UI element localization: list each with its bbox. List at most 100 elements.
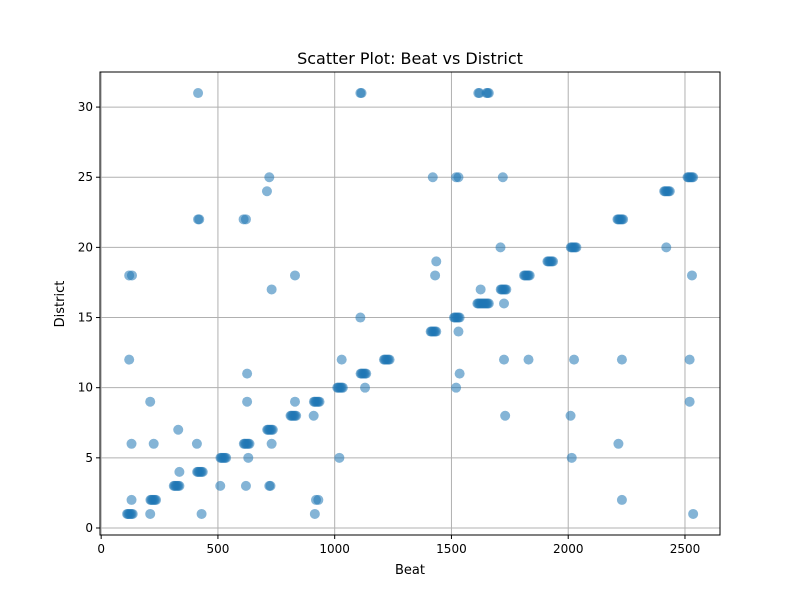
scatter-point: [173, 424, 184, 435]
scatter-point: [616, 494, 627, 505]
scatter-point: [267, 424, 278, 435]
scatter-point: [124, 354, 135, 365]
x-tick-label: 1000: [319, 542, 350, 556]
x-tick-label: 2500: [670, 542, 701, 556]
scatter-point: [337, 382, 348, 393]
scatter-point: [616, 354, 627, 365]
scatter-point: [684, 396, 695, 407]
scatter-point: [498, 298, 509, 309]
scatter-point: [430, 270, 441, 281]
scatter-point: [148, 438, 159, 449]
scatter-point: [523, 354, 534, 365]
y-tick-label: 0: [85, 521, 93, 535]
x-tick-label: 2000: [553, 542, 584, 556]
scatter-point: [569, 354, 580, 365]
chart-title: Scatter Plot: Beat vs District: [297, 49, 523, 68]
scatter-point: [571, 242, 582, 253]
scatter-point: [688, 508, 699, 519]
scatter-point: [427, 172, 438, 183]
scatter-point: [384, 354, 395, 365]
scatter-point: [309, 508, 320, 519]
plot-frame: [99, 71, 721, 536]
scatter-point: [453, 326, 464, 337]
scatter-point: [498, 354, 509, 365]
scatter-point: [483, 298, 494, 309]
scatter-point: [474, 88, 485, 99]
scatter-point: [127, 508, 138, 519]
scatter-point: [566, 452, 577, 463]
y-tick-label: 30: [78, 100, 93, 114]
scatter-point: [524, 270, 535, 281]
scatter-point: [688, 172, 699, 183]
scatter-point: [451, 382, 462, 393]
scatter-point: [151, 494, 162, 505]
scatter-point: [361, 368, 372, 379]
y-axis-ticks: 0 5 10 15 20 25 30: [78, 100, 100, 535]
y-tick-label: 5: [85, 451, 93, 465]
scatter-point: [356, 88, 367, 99]
scatter-point: [313, 494, 324, 505]
x-axis-label: Beat: [395, 563, 425, 578]
y-tick-label: 10: [78, 381, 93, 395]
scatter-point: [243, 452, 254, 463]
scatter-point: [174, 480, 185, 491]
y-axis-label: District: [53, 281, 68, 328]
scatter-point: [289, 270, 300, 281]
scatter-point: [261, 186, 272, 197]
scatter-point: [244, 438, 255, 449]
scatter-point: [194, 214, 205, 225]
scatter-point: [454, 368, 465, 379]
y-tick-label: 15: [78, 311, 93, 325]
scatter-point: [495, 242, 506, 253]
scatter-point: [501, 284, 512, 295]
scatter-point: [240, 480, 251, 491]
scatter-point: [242, 368, 253, 379]
scatter-point: [264, 172, 275, 183]
scatter-point: [497, 172, 508, 183]
x-axis-ticks: 0 500 1000 1500 2000 2500: [97, 535, 700, 556]
scatter-point: [265, 480, 276, 491]
scatter-point: [454, 312, 465, 323]
scatter-point: [240, 214, 251, 225]
grid: [100, 72, 720, 535]
scatter-point: [289, 396, 300, 407]
scatter-point: [242, 396, 253, 407]
scatter-point: [193, 88, 204, 99]
scatter-point: [334, 452, 345, 463]
scatter-point: [145, 396, 156, 407]
scatter-point: [548, 256, 559, 267]
x-tick-label: 1500: [436, 542, 467, 556]
scatter-point: [355, 312, 366, 323]
scatter-point: [197, 466, 208, 477]
scatter-point: [291, 410, 302, 421]
scatter-point: [613, 438, 624, 449]
scatter-point: [191, 438, 202, 449]
scatter-point: [308, 410, 319, 421]
scatter-point: [500, 410, 511, 421]
x-tick-label: 500: [206, 542, 229, 556]
x-tick-label: 0: [97, 542, 105, 556]
scatter-point: [453, 172, 464, 183]
scatter-point: [215, 480, 226, 491]
scatter-point: [266, 284, 277, 295]
data-points: [122, 88, 699, 519]
scatter-point: [145, 508, 156, 519]
scatter-point: [196, 508, 207, 519]
scatter-point: [126, 270, 137, 281]
scatter-point: [336, 354, 347, 365]
scatter-point: [126, 438, 137, 449]
scatter-point: [618, 214, 629, 225]
scatter-point: [314, 396, 325, 407]
scatter-point: [221, 452, 232, 463]
scatter-point: [565, 410, 576, 421]
scatter-point: [686, 270, 697, 281]
scatter-point: [664, 186, 675, 197]
scatter-point: [475, 284, 486, 295]
y-tick-label: 20: [78, 240, 93, 254]
y-tick-label: 25: [78, 170, 93, 184]
scatter-point: [431, 256, 442, 267]
scatter-point: [174, 466, 185, 477]
scatter-point: [661, 242, 672, 253]
